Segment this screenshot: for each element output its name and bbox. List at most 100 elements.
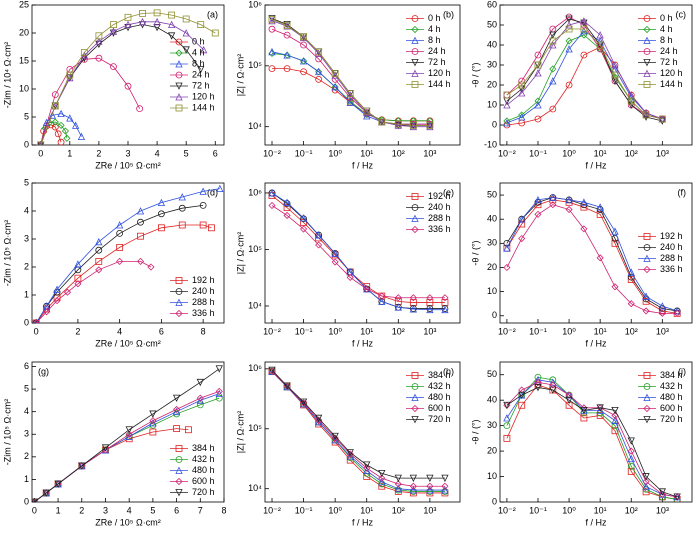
legend-marker: [643, 416, 651, 424]
marker: [441, 486, 449, 494]
legend-label: 336 h: [660, 264, 683, 274]
legend-marker: [411, 81, 419, 88]
marker: [199, 201, 207, 209]
legend-marker: [643, 383, 651, 390]
marker: [346, 449, 354, 457]
y-tick-label: 1: [24, 289, 29, 299]
marker: [549, 77, 557, 85]
series-line: [40, 124, 62, 145]
legend-marker: [411, 204, 419, 211]
legend-label: 72 h: [192, 80, 210, 90]
marker: [565, 205, 573, 214]
marker: [268, 47, 276, 56]
marker: [596, 41, 604, 49]
marker: [518, 234, 526, 243]
marker: [95, 32, 103, 40]
legend-label: 24 h: [192, 69, 210, 79]
y-tick-label: 0: [492, 496, 497, 506]
marker: [95, 54, 103, 62]
series-line: [40, 12, 216, 145]
marker: [283, 211, 291, 220]
x-tick-label: 10⁻²: [263, 326, 281, 336]
marker: [611, 427, 619, 435]
legend-marker: [643, 69, 651, 77]
marker: [394, 303, 402, 311]
x-tick-label: 10⁻²: [498, 148, 516, 158]
marker: [565, 196, 573, 204]
x-tick-label: 10¹: [360, 505, 373, 515]
marker: [110, 63, 117, 70]
legend-marker: [643, 393, 651, 401]
legend-label: 480 h: [192, 465, 215, 475]
legend-marker: [411, 69, 419, 77]
legend-label: 288 h: [192, 297, 215, 307]
marker: [300, 41, 307, 49]
marker: [503, 91, 511, 99]
marker: [378, 482, 386, 490]
marker: [299, 57, 308, 65]
x-tick-label: 10⁻¹: [295, 148, 313, 158]
marker: [300, 225, 308, 233]
x-tick-label: 10³: [423, 326, 436, 336]
y-axis-label: -θ / (°): [470, 62, 480, 87]
marker: [346, 452, 354, 460]
plot-frame: [31, 361, 225, 503]
legend-label: 192 h: [192, 275, 215, 285]
plot-area: [32, 184, 224, 323]
marker: [199, 221, 207, 229]
series-line: [506, 197, 678, 312]
y-tick-label: -10: [484, 139, 497, 149]
marker: [611, 227, 619, 235]
x-axis-label: ZRe / 10⁵ Ω·cm²: [95, 517, 160, 527]
marker: [116, 257, 124, 265]
legend-label: 8 h: [660, 35, 673, 45]
legend-label: 4 h: [428, 24, 441, 34]
marker: [57, 138, 65, 145]
marker: [673, 493, 681, 501]
marker: [426, 294, 434, 302]
legend-label: 288 h: [428, 213, 451, 223]
y-tick-label: 10⁴: [248, 483, 262, 493]
marker: [346, 450, 354, 458]
marker: [74, 266, 82, 274]
legend-label: 600 h: [660, 403, 683, 413]
x-tick-label: 10⁻²: [263, 148, 281, 158]
marker: [426, 121, 434, 129]
marker: [283, 51, 291, 59]
x-tick-label: 10²: [625, 148, 638, 158]
marker: [394, 474, 402, 483]
marker: [331, 434, 339, 442]
legend-label: 192 h: [660, 231, 683, 241]
y-axis-label: |Z| / Ω·cm²: [235, 411, 245, 453]
marker: [124, 13, 132, 21]
marker: [596, 210, 604, 218]
marker: [116, 229, 124, 237]
marker: [110, 21, 117, 29]
marker: [426, 305, 434, 314]
marker: [216, 184, 224, 193]
marker: [268, 15, 276, 23]
marker: [565, 13, 573, 21]
x-tick-label: 10³: [656, 326, 669, 336]
x-tick-label: 10¹: [360, 326, 373, 336]
plot-area: [503, 373, 681, 502]
marker: [642, 111, 650, 119]
marker: [283, 22, 291, 29]
marker: [409, 486, 418, 494]
legend-label: 240 h: [192, 286, 215, 296]
marker: [642, 478, 650, 486]
legend-label: 336 h: [428, 224, 451, 234]
marker: [125, 430, 133, 438]
y-tick-label: 0: [492, 119, 497, 129]
series-line: [271, 18, 430, 126]
y-tick-label: 20: [487, 262, 497, 272]
marker: [61, 127, 70, 135]
marker: [54, 130, 62, 138]
marker: [53, 285, 61, 293]
x-tick-label: 6: [174, 505, 179, 515]
marker: [503, 101, 511, 109]
y-tick-label: 2: [24, 261, 29, 271]
x-tick-label: 4: [117, 326, 122, 336]
legend-label: 4 h: [660, 24, 673, 34]
marker: [441, 482, 449, 490]
